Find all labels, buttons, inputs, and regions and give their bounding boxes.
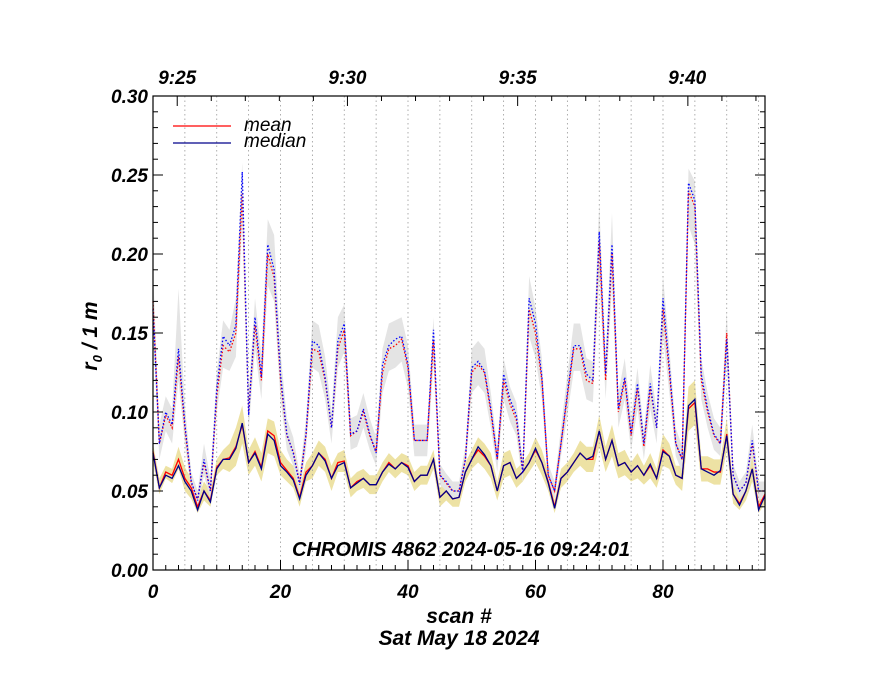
y-axis-label-subscript: 0 — [90, 354, 105, 362]
y-tick-label: 0.25 — [111, 166, 148, 187]
x-tick-label: 0 — [148, 582, 159, 603]
y-axis-label-main: r — [79, 361, 102, 371]
y-tick-label: 0.05 — [111, 482, 148, 503]
x-tick-label: 40 — [396, 582, 419, 603]
y-tick-label: 0.10 — [111, 403, 148, 424]
time-tick-label: 9:25 — [158, 68, 196, 89]
series-lines — [152, 171, 766, 513]
y-tick-label: 0.20 — [111, 245, 148, 266]
band-0 — [153, 380, 765, 514]
axes — [152, 95, 766, 571]
legend: mean median — [173, 115, 306, 152]
time-tick-label: 9:35 — [499, 68, 537, 89]
x-tick-label: 80 — [652, 582, 674, 603]
x-tick-label: 20 — [269, 582, 292, 603]
y-tick-label: 0.15 — [111, 324, 148, 345]
y-axis-label-unit: / 1 m — [79, 301, 102, 355]
legend-median-label: median — [244, 131, 306, 152]
uncertainty-bands — [153, 162, 765, 514]
band-3 — [153, 162, 765, 507]
tick-labels: 0 20 40 60 80 0.00 0.05 0.10 0.15 0.20 0.25 0.30 9:2… — [111, 68, 707, 603]
series-line-1 — [152, 397, 766, 513]
y-tick-label: 0.30 — [111, 87, 148, 108]
y-axis-label: r0 / 1 m — [79, 301, 105, 370]
time-tick-label: 9:30 — [328, 68, 366, 89]
y-tick-label: 0.00 — [111, 561, 148, 582]
series-line-3 — [152, 171, 765, 501]
chart-annotation: CHROMIS 4862 2024-05-16 09:24:01 — [292, 539, 630, 561]
x-tick-label: 60 — [525, 582, 547, 603]
x-axis-date-label: Sat May 18 2024 — [378, 627, 539, 650]
legend-mean-label: mean — [244, 115, 292, 136]
x-axis-label: scan # — [426, 605, 492, 628]
time-tick-label: 9:40 — [668, 68, 706, 89]
vertical-gridlines — [184, 96, 760, 570]
